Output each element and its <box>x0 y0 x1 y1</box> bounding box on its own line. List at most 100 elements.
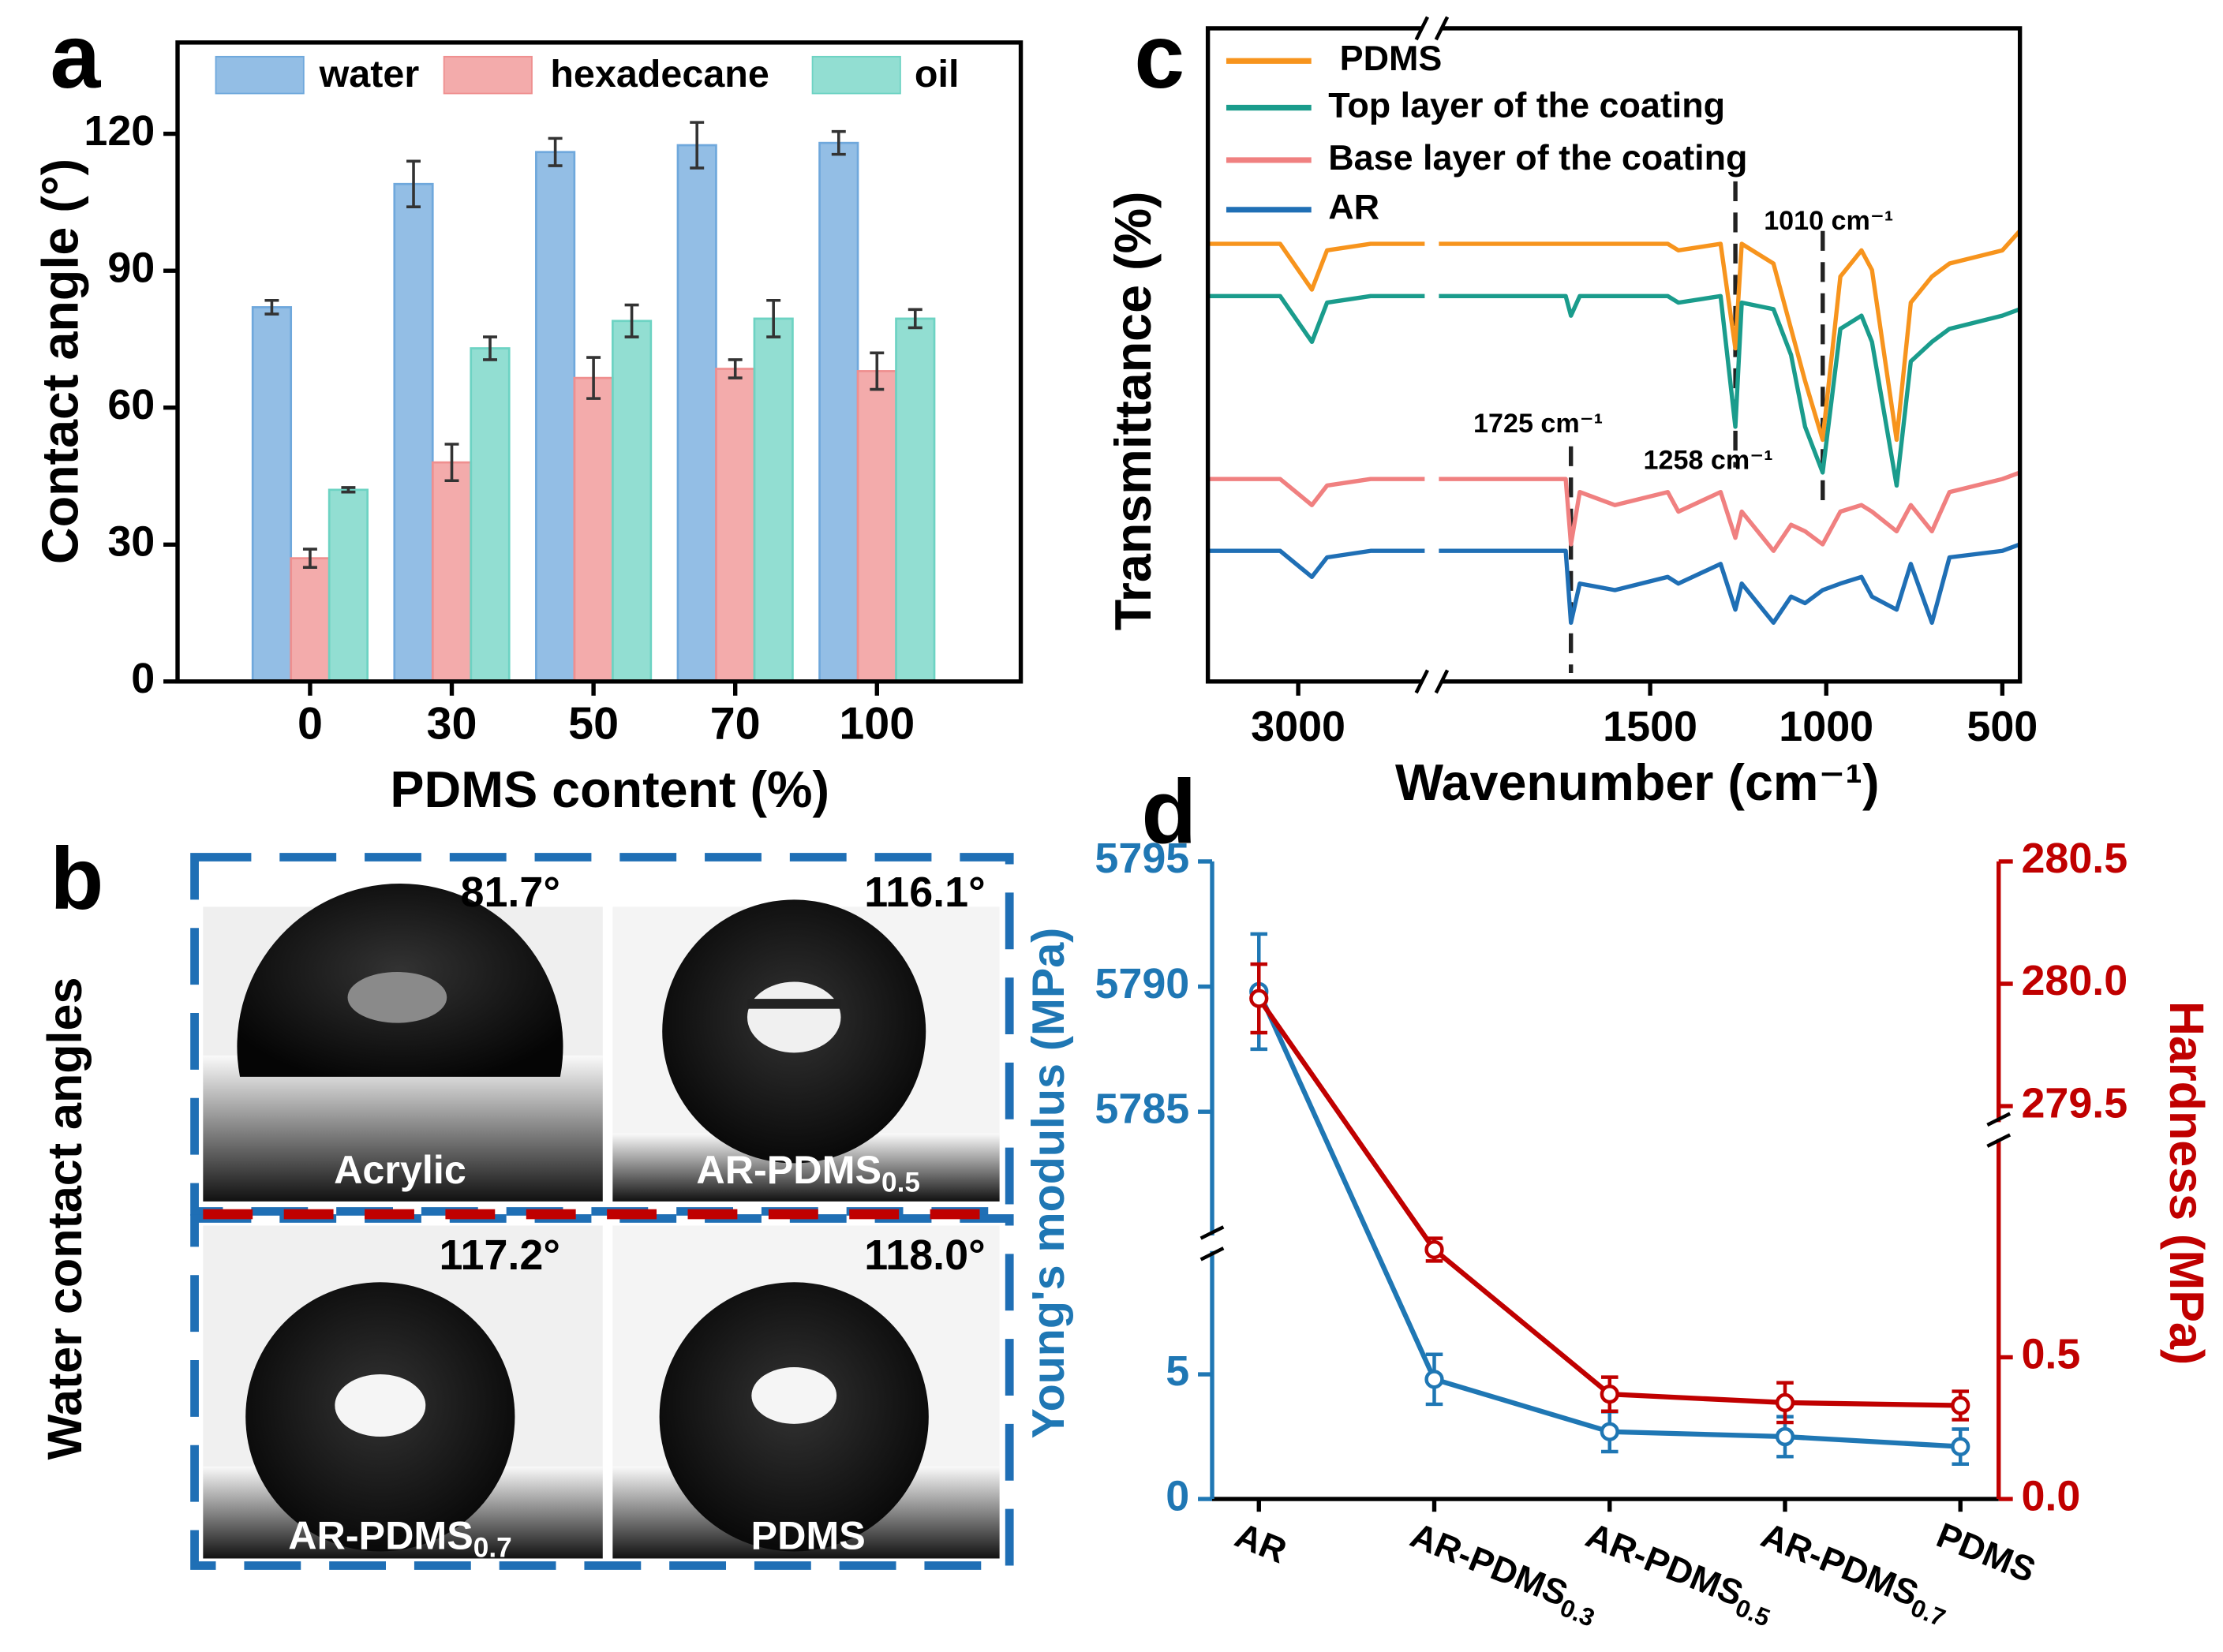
bar <box>393 182 434 683</box>
error-bar <box>341 486 356 494</box>
spectrum-line <box>1207 542 2021 625</box>
spectrum-line <box>1207 470 2021 553</box>
y2-tick-label: 0.0 <box>2021 1472 2080 1519</box>
contact-angle: 116.1° <box>864 869 985 916</box>
marker <box>1951 1396 1970 1415</box>
axis-break-gap <box>1421 675 1442 688</box>
error-bar <box>548 136 563 167</box>
error-bar <box>586 356 601 400</box>
label-text: AR-PDMS <box>1581 1515 1749 1614</box>
bar <box>715 368 756 683</box>
bar <box>612 320 653 683</box>
x-tick-label: 100 <box>839 698 915 749</box>
highlight <box>747 981 841 1053</box>
label-subscript: 0.5 <box>881 1168 920 1198</box>
spectrum-line <box>1207 293 2021 488</box>
substrate <box>203 1055 603 1202</box>
y-tick-label: 5795 <box>1095 835 1189 882</box>
x-axis-label: Wavenumber (cm⁻¹) <box>1395 753 1880 811</box>
y2-tick-label: 0.5 <box>2021 1331 2080 1378</box>
annotation: 1258 cm⁻¹ <box>1644 445 1773 475</box>
marker <box>1775 1392 1795 1413</box>
frame <box>190 853 1014 1216</box>
error-bar <box>766 298 781 338</box>
error-bar <box>264 298 279 316</box>
x-tick-label: 1500 <box>1603 703 1697 750</box>
bar <box>470 347 511 683</box>
error-bar <box>444 443 459 483</box>
label-text: Acrylic <box>334 1147 466 1192</box>
marker <box>1951 1437 1970 1456</box>
panel-label: d <box>1141 761 1196 862</box>
highlight <box>335 1374 426 1437</box>
error-bar <box>483 335 497 361</box>
y2-tick-label: 280.5 <box>2021 835 2128 882</box>
bar <box>895 317 936 683</box>
bar <box>431 461 473 683</box>
axis-break <box>1414 669 1450 694</box>
x-tick-label: 1000 <box>1779 703 1873 750</box>
error-bar <box>302 548 317 569</box>
label-subscript: 0.7 <box>473 1533 512 1564</box>
label: PDMS <box>1931 1515 2041 1590</box>
y-tick-label: 30 <box>107 518 155 565</box>
bar <box>856 370 897 683</box>
bar <box>290 557 331 683</box>
label: AR-PDMS0.5 <box>1578 1515 1781 1632</box>
contact-angle: 118.0° <box>864 1232 985 1279</box>
contact-angle: 117.2° <box>440 1232 560 1279</box>
bar <box>251 306 293 683</box>
legend-label: AR <box>1328 187 1379 227</box>
x-tick-label: 50 <box>568 698 619 749</box>
annotation: 1725 cm⁻¹ <box>1473 409 1603 439</box>
x-tick-label: 30 <box>427 698 477 749</box>
axis-break-gap <box>1421 22 1442 35</box>
legend-swatch <box>811 55 901 95</box>
error-bar <box>728 358 743 379</box>
legend-swatch <box>215 55 305 95</box>
error-bar <box>406 159 421 208</box>
error-bar <box>690 121 705 170</box>
x-tick-label: 3000 <box>1251 703 1345 750</box>
bar <box>676 144 717 683</box>
x-tick-label: 0 <box>298 698 323 749</box>
y-axis-label: Young's modulus (MPa) <box>1024 928 1074 1439</box>
legend-label: oil <box>915 53 960 95</box>
label-text: AR-PDMS <box>1756 1515 1924 1614</box>
bar <box>818 141 859 683</box>
marker <box>1249 989 1269 1008</box>
y-axis-label: Transmittance (%) <box>1104 191 1162 630</box>
label: AR <box>1229 1515 1292 1572</box>
y2-tick-label: 279.5 <box>2021 1079 2128 1127</box>
label-text: AR-PDMS <box>696 1147 881 1192</box>
y-tick-label: 90 <box>107 244 155 291</box>
legend-label: water <box>319 53 420 95</box>
y-tick-label: 60 <box>107 381 155 428</box>
axis-break <box>1414 16 1450 41</box>
error-bar <box>831 129 846 156</box>
annotation: 1010 cm⁻¹ <box>1764 206 1893 236</box>
label-text: PDMS <box>751 1513 866 1558</box>
x-axis-label: PDMS content (%) <box>390 761 829 818</box>
error-bar <box>908 308 923 330</box>
label-text: PDMS <box>1931 1515 2041 1590</box>
legend-label: PDMS <box>1340 38 1443 78</box>
y-tick-label: 120 <box>84 107 155 155</box>
highlight <box>751 1367 837 1424</box>
panel-label: c <box>1134 6 1184 107</box>
label: AR-PDMS0.7 <box>1753 1515 1956 1632</box>
plot-frame <box>175 40 1024 684</box>
label: AR-PDMS0.5 <box>696 1147 920 1198</box>
highlight-band <box>747 999 841 1009</box>
contact-angle: 81.7° <box>461 869 560 916</box>
marker <box>1424 1370 1444 1389</box>
error-bar <box>624 303 639 338</box>
marker <box>1775 1426 1795 1447</box>
photo-panel: b Water contact angles <box>38 829 1014 1570</box>
y-tick-label: 5785 <box>1095 1085 1189 1132</box>
label: AR-PDMS0.3 <box>1403 1515 1606 1632</box>
y-tick-label: 0 <box>1166 1472 1189 1519</box>
y2-axis-break <box>1986 1112 2012 1148</box>
